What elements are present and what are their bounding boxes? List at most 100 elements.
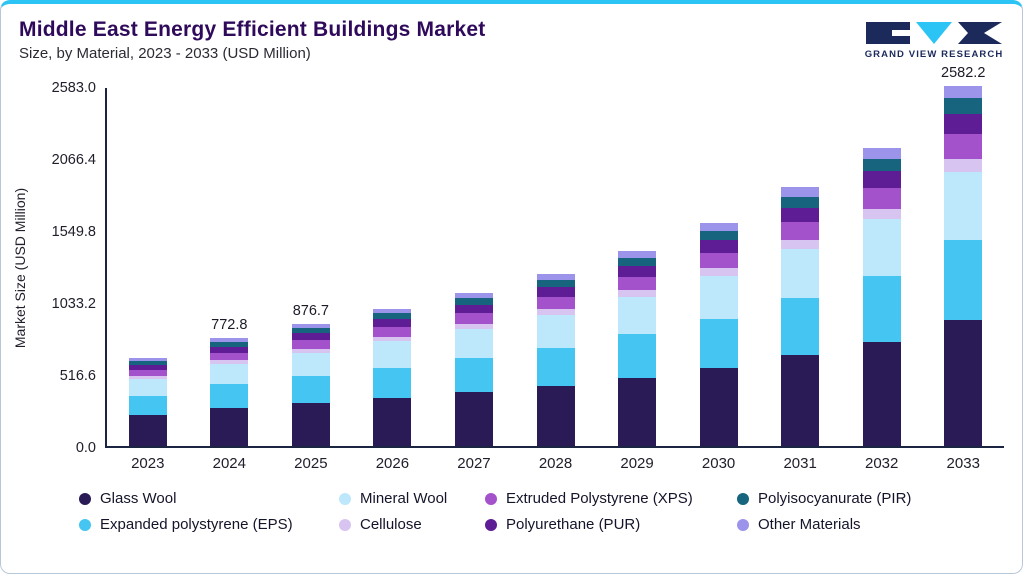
legend-dot-icon: [737, 518, 749, 531]
bar-segment: [210, 408, 249, 446]
legend-label: Glass Wool: [100, 490, 177, 507]
bar-segment: [373, 336, 412, 342]
x-axis-label: 2027: [457, 455, 491, 472]
bar-segment: [618, 297, 657, 335]
bar-segment: [128, 369, 167, 376]
bar-segment: [373, 319, 412, 327]
bar-segment: [128, 395, 167, 416]
legend-label: Polyisocyanurate (PIR): [758, 490, 912, 507]
bar-segment: [373, 308, 412, 314]
bar-segment: [781, 298, 820, 356]
bar-segment: [699, 230, 738, 241]
legend-label: Cellulose: [360, 516, 422, 533]
bar-segment: [128, 378, 167, 396]
legend-dot-icon: [79, 518, 91, 531]
bar-slot-2029: 2029: [596, 88, 678, 472]
bar-segment: [536, 296, 575, 309]
bar-segment: [944, 98, 983, 114]
bar-segment: [781, 355, 820, 446]
bar-value-label: 2582.2: [941, 65, 986, 82]
bar-segment: [699, 367, 738, 446]
bar-segment: [944, 86, 983, 99]
legend-item: Other Materials: [737, 516, 1022, 533]
bar-segment: [781, 239, 820, 250]
bar-segment: [128, 364, 167, 370]
bar-slot-2025: 876.7 2025: [270, 88, 352, 472]
bar-segment: [618, 276, 657, 291]
bar-slot-2026: 2026: [352, 88, 434, 472]
grand-view-research-logo: GRAND VIEW RESEARCH: [864, 20, 1004, 60]
y-tick-label: 0.0: [75, 440, 96, 456]
page-title: Middle East Energy Efficient Buildings M…: [19, 18, 486, 41]
plot-area: 2023 772.8 2024 876.7 2025 2026 2027 2028 2029 20…: [105, 65, 1004, 472]
bar-slot-2027: 2027: [433, 88, 515, 472]
bar-segment: [128, 375, 167, 379]
bar-slot-2032: 2032: [841, 88, 923, 472]
legend-item: Cellulose: [339, 516, 485, 533]
bar-segment: [454, 292, 493, 299]
bar-segment: [373, 326, 412, 337]
bar-slot-2033: 2582.2 2033: [922, 65, 1004, 472]
bar-stack-2028: [536, 273, 575, 446]
bar-segment: [210, 338, 249, 343]
bar-stack-2026: [373, 308, 412, 446]
bar-segment: [128, 360, 167, 365]
chart-legend: Glass Wool Mineral Wool Extruded Polystyre…: [79, 490, 1022, 533]
x-axis-label: 2026: [375, 455, 410, 472]
legend-item: Mineral Wool: [339, 490, 485, 507]
y-axis-ticks: 2583.0 2066.4 1549.8 1033.2 516.6 0.0: [33, 80, 105, 456]
x-axis-label: 2023: [131, 455, 165, 472]
bar-segment: [944, 133, 983, 160]
bar-segment: [699, 240, 738, 253]
header: Middle East Energy Efficient Buildings M…: [1, 4, 1022, 62]
y-tick-label: 1033.2: [51, 296, 96, 312]
bar-segment: [618, 377, 657, 446]
bar-stack-2032: [862, 148, 901, 446]
stacked-bar-chart: Market Size (USD Million) 2583.0 2066.4 15…: [7, 65, 1004, 472]
legend-label: Extruded Polystyrene (XPS): [506, 490, 693, 507]
legend-item: Extruded Polystyrene (XPS): [485, 490, 737, 507]
bar-segment: [536, 273, 575, 280]
bar-segment: [454, 313, 493, 324]
bar-segment: [373, 367, 412, 398]
bar-segment: [781, 187, 820, 197]
bar-segment: [454, 304, 493, 314]
legend-label: Expanded polystyrene (EPS): [100, 516, 293, 533]
bar-segment: [291, 328, 330, 334]
bar-segment: [536, 308, 575, 315]
bar-segment: [618, 290, 657, 298]
bar-slot-2031: 2031: [759, 88, 841, 472]
bar-segment: [454, 323, 493, 330]
bar-segment: [862, 171, 901, 189]
bar-segment: [536, 287, 575, 297]
bar-segment: [781, 221, 820, 240]
bar-segment: [291, 340, 330, 349]
x-axis-label: 2024: [212, 455, 246, 472]
x-axis-label: 2030: [701, 455, 736, 472]
bar-segment: [291, 348, 330, 353]
legend-dot-icon: [485, 518, 497, 531]
bar-segment: [699, 223, 738, 231]
bar-segment: [699, 276, 738, 319]
legend-item: Expanded polystyrene (EPS): [79, 516, 339, 533]
bar-slot-2024: 772.8 2024: [189, 88, 271, 472]
bar-segment: [944, 240, 983, 320]
x-axis-label: 2028: [538, 455, 573, 472]
bar-segment: [781, 207, 820, 222]
bar-segment: [618, 265, 657, 277]
bar-segment: [536, 280, 575, 288]
logo-text: GRAND VIEW RESEARCH: [864, 49, 1004, 60]
bar-segment: [618, 334, 657, 378]
y-axis-title: Market Size (USD Million): [12, 187, 28, 349]
legend-item: Polyisocyanurate (PIR): [737, 490, 1022, 507]
bar-segment: [128, 357, 167, 361]
bar-segment: [862, 188, 901, 209]
logo-mark-icon: [866, 22, 1002, 44]
bar-segment: [373, 341, 412, 368]
bar-segment: [862, 341, 901, 446]
header-text: Middle East Energy Efficient Buildings M…: [19, 18, 485, 62]
legend-label: Polyurethane (PUR): [506, 516, 641, 533]
legend-item: Polyurethane (PUR): [485, 516, 737, 533]
y-tick-label: 1549.8: [51, 224, 96, 240]
